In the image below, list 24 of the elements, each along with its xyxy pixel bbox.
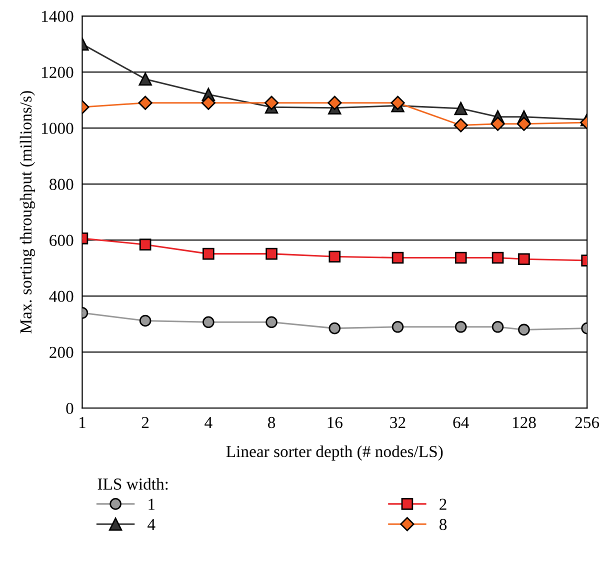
y-tick-label: 1400	[42, 10, 74, 22]
y-tick-label: 200	[50, 346, 74, 358]
legend-label: 4	[148, 519, 156, 530]
legend-title: ILS width:	[98, 478, 168, 490]
x-tick-label: 128	[512, 416, 536, 428]
y-axis-title: Max. sorting throughput (millions/s)	[20, 91, 35, 334]
y-tick-label: 800	[50, 178, 74, 190]
x-tick-label: 64	[453, 416, 469, 428]
legend-label: 2	[440, 498, 446, 510]
x-tick-label: 256	[575, 416, 600, 428]
y-tick-label: 400	[49, 290, 74, 302]
x-tick-label: 1	[80, 417, 86, 428]
y-tick-label: 600	[50, 234, 74, 246]
x-tick-label: 8	[268, 416, 276, 428]
y-tick-label: 1200	[42, 66, 74, 78]
legend-label: 1	[148, 498, 155, 510]
y-tick-label: 1000	[42, 122, 74, 134]
x-tick-label: 32	[390, 416, 406, 428]
x-axis-title: Linear sorter depth (# nodes/LS)	[226, 445, 443, 461]
x-tick-label: 4	[204, 417, 212, 428]
x-tick-label: 16	[328, 416, 342, 428]
x-tick-label: 2	[142, 416, 149, 428]
y-tick-label: 0	[66, 402, 74, 414]
legend-label: 8	[440, 518, 447, 530]
